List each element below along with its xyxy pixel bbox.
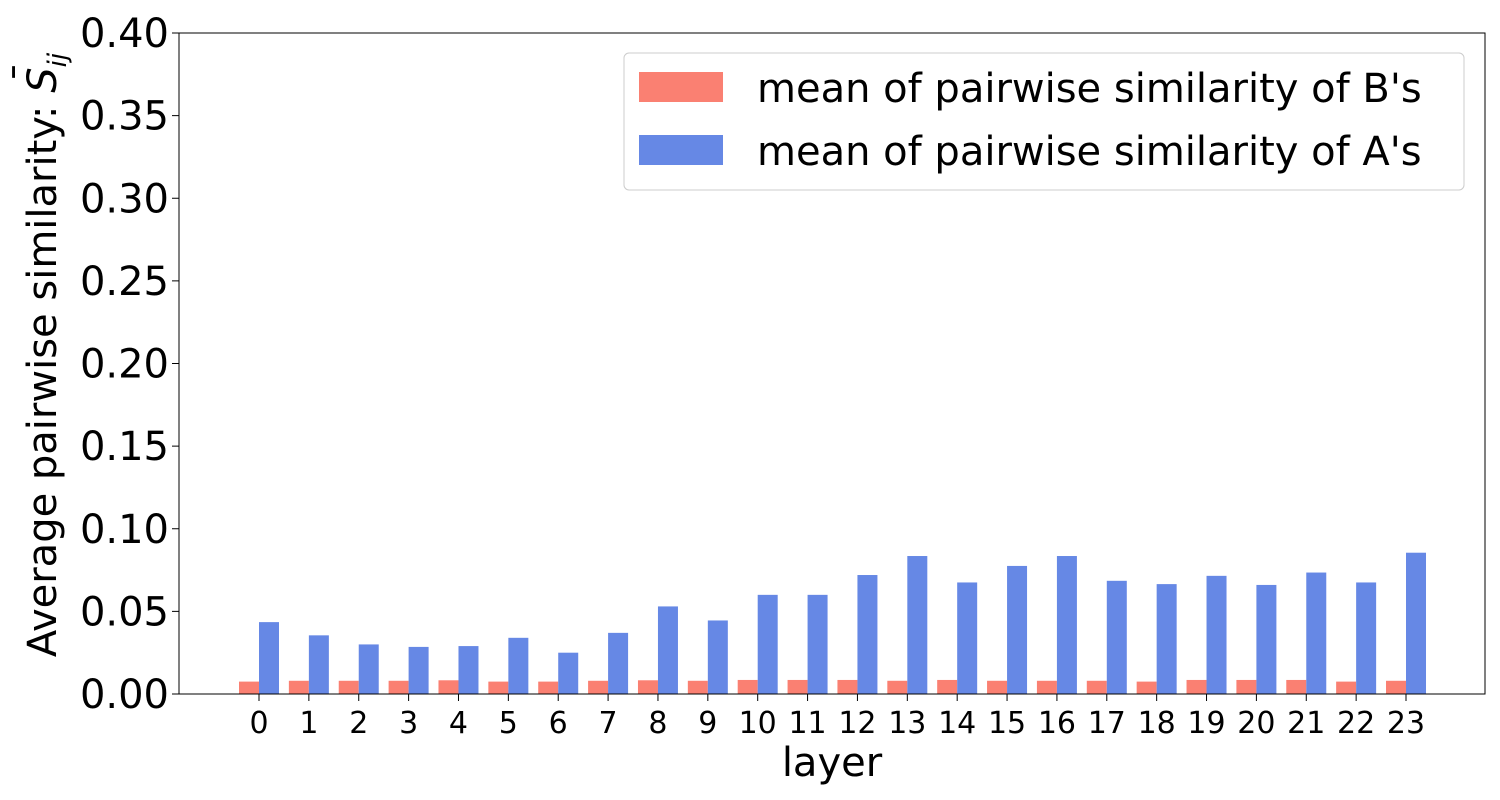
x-tick-label: 8 bbox=[648, 706, 667, 741]
bar-a-layer-5 bbox=[508, 637, 529, 694]
bar-b-layer-14 bbox=[937, 679, 958, 694]
bar-a-layer-1 bbox=[308, 635, 329, 694]
x-axis-ticks: 0 1 2 3 4 5 6 7 8 9 10 11 12 13 14 15 16 17 18 19 20 21 22 23 bbox=[249, 694, 1425, 741]
y-tick-label: 0.10 bbox=[80, 507, 169, 553]
y-tick-label: 0.00 bbox=[80, 672, 169, 718]
x-axis-label: layer bbox=[782, 740, 883, 786]
y-axis-label-text: Average pairwise similarity: bbox=[20, 93, 66, 657]
bar-a-layer-2 bbox=[358, 644, 379, 694]
y-tick-label: 0.40 bbox=[80, 11, 169, 57]
bar-b-layer-15 bbox=[987, 680, 1008, 694]
bar-a-layer-12 bbox=[857, 575, 878, 694]
x-tick-label: 19 bbox=[1187, 706, 1225, 741]
y-tick-label: 0.20 bbox=[80, 342, 169, 388]
y-axis-ticks: 0.00 0.05 0.10 0.15 0.20 0.25 0.30 0.35 0.40 bbox=[80, 11, 179, 718]
x-tick-label: 14 bbox=[938, 706, 976, 741]
y-tick-label: 0.15 bbox=[80, 424, 169, 470]
y-axis-label-symbol: S bbox=[20, 67, 66, 92]
bar-a-layer-18 bbox=[1156, 584, 1177, 694]
x-tick-label: 1 bbox=[299, 706, 318, 741]
bar-a-layer-6 bbox=[558, 652, 579, 694]
x-tick-label: 7 bbox=[599, 706, 618, 741]
bar-b-layer-10 bbox=[737, 679, 758, 694]
bar-a-layer-8 bbox=[657, 606, 678, 694]
legend: mean of pairwise similarity of B's mean … bbox=[623, 52, 1465, 191]
bar-b-layer-11 bbox=[787, 679, 808, 694]
bar-b-layer-16 bbox=[1036, 680, 1057, 694]
x-tick-label: 13 bbox=[888, 706, 926, 741]
bar-a-layer-13 bbox=[907, 556, 928, 694]
x-tick-label: 22 bbox=[1337, 706, 1375, 741]
x-tick-label: 5 bbox=[499, 706, 518, 741]
x-tick-label: 4 bbox=[449, 706, 468, 741]
bar-b-layer-21 bbox=[1286, 679, 1307, 694]
bar-a-layer-11 bbox=[807, 594, 828, 694]
x-tick-label: 3 bbox=[399, 706, 418, 741]
legend-box bbox=[623, 52, 1465, 191]
bar-a-layer-19 bbox=[1206, 575, 1227, 694]
y-axis-label: Average pairwise similarity: Sij ¯ bbox=[6, 52, 73, 657]
y-tick-label: 0.25 bbox=[80, 259, 169, 305]
legend-swatch-b bbox=[639, 72, 723, 102]
bar-a-layer-3 bbox=[408, 646, 429, 694]
x-tick-label: 6 bbox=[549, 706, 568, 741]
x-tick-label: 0 bbox=[249, 706, 268, 741]
x-tick-label: 10 bbox=[739, 706, 777, 741]
bar-b-layer-17 bbox=[1086, 680, 1107, 694]
bar-b-layer-5 bbox=[488, 681, 509, 694]
bar-a-layer-16 bbox=[1056, 556, 1077, 694]
svg-text:Average pairwise similarity:: Average pairwise similarity: Sij bbox=[20, 52, 73, 657]
bar-a-layer-17 bbox=[1106, 580, 1127, 694]
bar-a-layer-23 bbox=[1406, 552, 1427, 694]
y-tick-label: 0.05 bbox=[80, 589, 169, 635]
bar-b-layer-0 bbox=[239, 681, 259, 694]
x-tick-label: 16 bbox=[1038, 706, 1076, 741]
bar-b-layer-4 bbox=[438, 680, 459, 694]
x-tick-label: 18 bbox=[1138, 706, 1176, 741]
y-axis-label-accent: ¯ bbox=[6, 62, 52, 82]
bar-b-layer-1 bbox=[288, 680, 309, 694]
plot-area-frame bbox=[178, 32, 1486, 695]
bar-b-layer-7 bbox=[588, 680, 609, 694]
bar-b-layer-9 bbox=[687, 680, 708, 694]
x-tick-label: 23 bbox=[1387, 706, 1425, 741]
x-tick-label: 2 bbox=[349, 706, 368, 741]
x-tick-label: 20 bbox=[1237, 706, 1275, 741]
bar-b-layer-22 bbox=[1336, 681, 1357, 694]
x-tick-label: 17 bbox=[1088, 706, 1126, 741]
legend-swatch-a bbox=[639, 135, 723, 165]
bar-b-layer-20 bbox=[1236, 679, 1257, 694]
bar-b-layer-13 bbox=[887, 680, 908, 694]
bar-b-layer-23 bbox=[1386, 680, 1407, 694]
bar-b-layer-3 bbox=[388, 680, 409, 694]
x-tick-label: 12 bbox=[838, 706, 876, 741]
bar-a-layer-0 bbox=[259, 622, 279, 694]
x-tick-label: 9 bbox=[698, 706, 717, 741]
x-tick-label: 15 bbox=[988, 706, 1026, 741]
bar-b-layer-8 bbox=[637, 680, 658, 694]
bar-b-layer-6 bbox=[538, 681, 559, 694]
x-tick-label: 11 bbox=[788, 706, 826, 741]
legend-label-a: mean of pairwise similarity of A's bbox=[757, 129, 1422, 175]
bars-group bbox=[239, 552, 1427, 694]
bar-a-layer-20 bbox=[1256, 584, 1277, 694]
y-tick-label: 0.35 bbox=[80, 94, 169, 140]
bar-b-layer-18 bbox=[1136, 681, 1157, 694]
y-axis-label-subscript: ij bbox=[43, 52, 73, 67]
bar-a-layer-4 bbox=[458, 646, 479, 694]
y-tick-label: 0.30 bbox=[80, 176, 169, 222]
legend-label-b: mean of pairwise similarity of B's bbox=[757, 66, 1422, 112]
bar-a-layer-9 bbox=[707, 620, 728, 694]
bar-b-layer-2 bbox=[338, 680, 359, 694]
bar-b-layer-19 bbox=[1186, 679, 1207, 694]
bar-a-layer-10 bbox=[757, 594, 778, 694]
bar-a-layer-14 bbox=[957, 582, 978, 694]
bar-a-layer-22 bbox=[1356, 582, 1377, 694]
x-tick-label: 21 bbox=[1287, 706, 1325, 741]
bar-a-layer-21 bbox=[1306, 572, 1327, 694]
bar-b-layer-12 bbox=[837, 679, 858, 694]
bar-a-layer-15 bbox=[1007, 565, 1028, 694]
bar-a-layer-7 bbox=[608, 632, 629, 694]
